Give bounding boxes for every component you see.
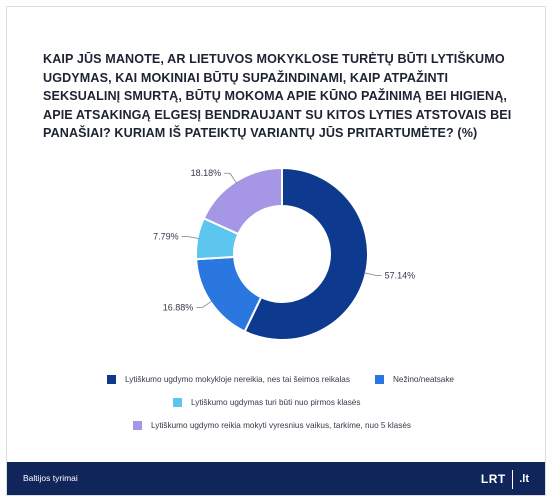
chart-card: KAIP JŪS MANOTE, AR LIETUVOS MOKYKLOSE T…: [6, 6, 546, 496]
value-label-3: 18.18%: [191, 168, 222, 178]
donut-chart: 57.14% 16.88% 7.79% 18.18%: [153, 166, 416, 341]
legend-item-from-fifth-grade: Lytiškumo ugdymo reikia mokyti vyresnius…: [133, 421, 411, 430]
logo-text: LRT: [480, 472, 506, 486]
leader-line-3: [224, 172, 237, 184]
chart-title: KAIP JŪS MANOTE, AR LIETUVOS MOKYKLOSE T…: [43, 52, 512, 140]
leader-line-1: [196, 300, 213, 308]
leader-line-2: [181, 236, 200, 240]
logo-domain: .lt: [519, 473, 529, 485]
lrt-logo[interactable]: LRT .lt: [481, 469, 529, 489]
donut-slice-3: [202, 166, 283, 236]
value-label-1: 16.88%: [163, 303, 194, 313]
legend-item-dont-know: Nežino/neatsake: [375, 375, 454, 384]
footer-bar: Baltijos tyrimai LRT .lt: [7, 462, 545, 495]
legend-label: Lytiškumo ugdymo mokykloje nereikia, nes…: [125, 375, 350, 384]
leader-line-0: [363, 272, 382, 276]
value-label-2: 7.79%: [153, 231, 179, 241]
donut-slice-0: [243, 166, 369, 341]
value-label-0: 57.14%: [385, 270, 416, 280]
legend-swatch: [107, 375, 116, 384]
legend-item-school-not-needed: Lytiškumo ugdymo mokykloje nereikia, nes…: [107, 375, 350, 384]
logo-divider: [511, 469, 514, 489]
legend-swatch: [133, 421, 142, 430]
legend-swatch: [173, 398, 182, 407]
source-label: Baltijos tyrimai: [23, 473, 78, 483]
legend-swatch: [375, 375, 384, 384]
legend-label: Nežino/neatsake: [393, 375, 454, 384]
legend-label: Lytiškumo ugdymo reikia mokyti vyresnius…: [151, 421, 411, 430]
legend-item-from-first-grade: Lytiškumo ugdymas turi būti nuo pirmos k…: [173, 398, 360, 407]
legend-label: Lytiškumo ugdymas turi būti nuo pirmos k…: [191, 398, 361, 407]
